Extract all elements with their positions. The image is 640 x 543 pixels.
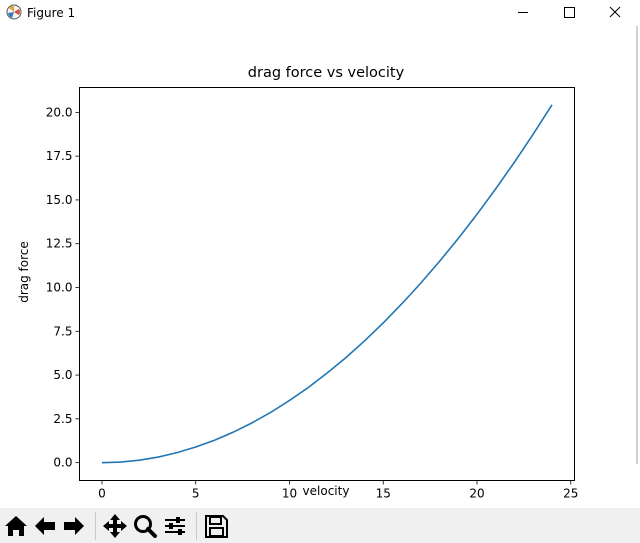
y-tick-label: 12.5 — [46, 237, 73, 251]
close-button[interactable] — [592, 0, 638, 26]
pan-button[interactable] — [101, 512, 129, 540]
window-title: Figure 1 — [27, 6, 76, 20]
figure-canvas[interactable]: drag force vs velocity 0 5 10 15 20 25 0.0 2.5… — [0, 26, 640, 508]
window-titlebar: Figure 1 — [0, 0, 640, 26]
y-tick-label: 20.0 — [46, 105, 73, 119]
toolbar-separator — [95, 512, 96, 540]
zoom-button[interactable] — [131, 512, 159, 540]
configure-subplots-button[interactable] — [161, 512, 189, 540]
y-tick-label: 2.5 — [53, 412, 72, 426]
y-tick-label: 5.0 — [53, 368, 72, 382]
y-axis-ticks: 0.0 2.5 5.0 7.5 10.0 12.5 15.0 17.5 20.0 — [46, 105, 80, 470]
navigation-toolbar — [0, 508, 640, 543]
x-tick-label: 10 — [282, 487, 297, 501]
toolbar-separator — [196, 512, 197, 540]
x-axis-label: velocity — [303, 484, 350, 498]
y-tick-label: 15.0 — [46, 193, 73, 207]
x-tick-label: 25 — [563, 487, 578, 501]
back-arrow-icon — [35, 517, 55, 535]
maximize-icon — [564, 7, 575, 18]
x-tick-label: 20 — [469, 487, 484, 501]
back-button[interactable] — [31, 512, 59, 540]
matplotlib-icon — [6, 4, 22, 20]
home-button[interactable] — [2, 512, 30, 540]
forward-arrow-icon — [64, 517, 84, 535]
y-tick-label: 10.0 — [46, 281, 73, 295]
x-tick-label: 0 — [98, 487, 106, 501]
plot-area — [79, 87, 575, 481]
chart-title: drag force vs velocity — [248, 65, 405, 81]
configure-subplots-icon — [165, 517, 185, 535]
home-icon — [5, 516, 27, 536]
minimize-icon — [518, 12, 528, 13]
maximize-button[interactable] — [546, 0, 592, 26]
save-button[interactable] — [202, 512, 230, 540]
forward-button[interactable] — [60, 512, 88, 540]
x-axis-ticks: 0 5 10 15 20 25 — [98, 480, 578, 501]
drag-force-line — [101, 104, 553, 464]
y-tick-label: 7.5 — [53, 324, 72, 338]
window-resize-edge — [636, 26, 638, 464]
x-tick-label: 5 — [192, 487, 200, 501]
y-tick-label: 0.0 — [53, 456, 72, 470]
close-icon — [609, 6, 621, 18]
minimize-button[interactable] — [500, 0, 546, 26]
save-icon — [205, 515, 228, 538]
y-axis-label: drag force — [17, 241, 31, 303]
zoom-icon — [134, 515, 157, 538]
x-tick-label: 15 — [376, 487, 391, 501]
pan-icon — [103, 514, 127, 538]
y-tick-label: 17.5 — [46, 149, 73, 163]
